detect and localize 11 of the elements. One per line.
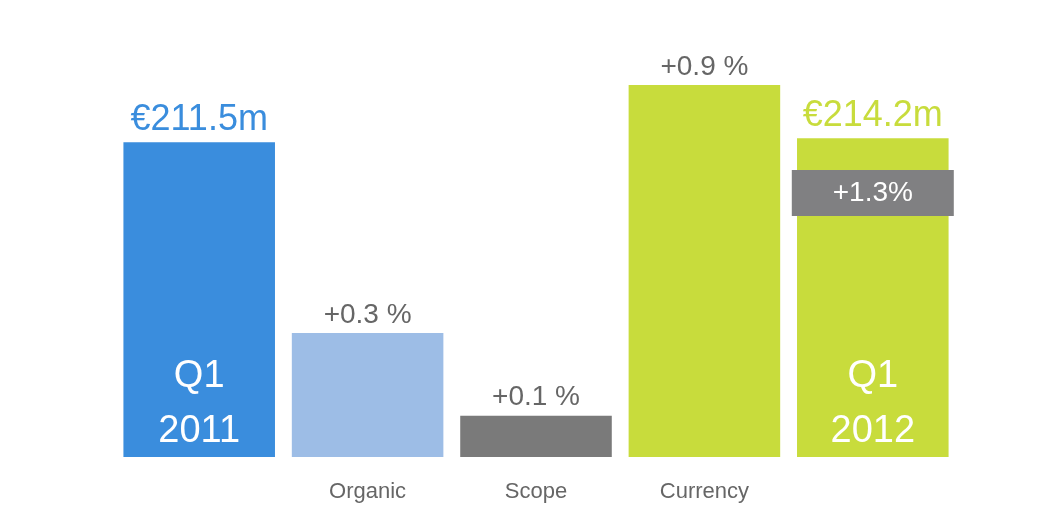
data-label: +0.3 %: [323, 297, 412, 329]
x-tick-label: Scope: [504, 478, 568, 504]
data-label: +0.9 %: [660, 49, 749, 81]
x-tick-label: Q1 2011: [158, 353, 241, 451]
x-tick-label: Q1 2012: [830, 353, 916, 451]
x-tick-label: Currency: [659, 478, 750, 504]
data-label: €214.2m: [802, 93, 943, 135]
data-label: +0.1 %: [492, 380, 580, 412]
data-label: €211.5m: [130, 97, 268, 139]
annotation: +1.3%: [832, 175, 913, 207]
x-tick-label: Organic: [329, 478, 407, 504]
